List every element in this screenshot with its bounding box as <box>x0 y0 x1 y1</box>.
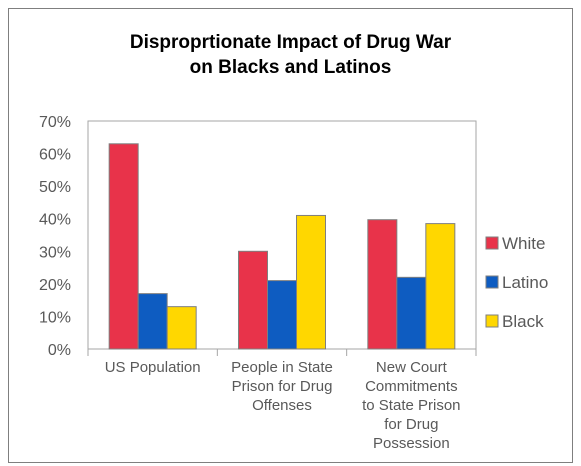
x-category-label: for Drug <box>384 416 438 433</box>
bar <box>166 306 197 350</box>
y-tick-label: 0% <box>48 342 71 359</box>
x-category-label: Offenses <box>252 397 312 414</box>
y-tick-label: 10% <box>39 309 71 326</box>
x-category-label: US Population <box>105 359 201 376</box>
legend-swatch <box>485 314 499 328</box>
chart-area <box>8 8 573 463</box>
bar <box>137 293 168 350</box>
bar <box>108 143 139 350</box>
legend-swatch <box>485 275 499 289</box>
bar <box>267 280 297 350</box>
y-tick-label: 20% <box>39 277 71 294</box>
y-tick-label: 60% <box>39 147 71 164</box>
x-category-label: Commitments <box>365 378 458 395</box>
legend-swatch <box>485 236 499 250</box>
bar <box>396 276 427 350</box>
x-category-label: Possession <box>373 435 450 452</box>
bar <box>425 223 456 350</box>
chart-title-line-1: Disproprtionate Impact of Drug War <box>129 32 452 53</box>
bar <box>367 219 398 350</box>
y-tick-label: 30% <box>39 244 71 261</box>
x-category-label: People in State <box>231 359 333 376</box>
bar <box>296 214 326 350</box>
chart-title: Disproprtionate Impact of Drug War on Bl… <box>8 30 573 80</box>
x-category-label: New Court <box>376 359 448 376</box>
legend-label: Black <box>502 312 544 331</box>
bar <box>238 250 268 350</box>
y-tick-label: 70% <box>39 114 71 131</box>
legend-label: White <box>502 234 545 253</box>
legend-label: Latino <box>502 273 548 292</box>
x-category-label: Prison for Drug <box>232 378 333 395</box>
x-category-label: to State Prison <box>362 397 460 414</box>
chart-title-line-2: on Blacks and Latinos <box>189 57 392 78</box>
y-tick-label: 50% <box>39 179 71 196</box>
y-tick-label: 40% <box>39 212 71 229</box>
